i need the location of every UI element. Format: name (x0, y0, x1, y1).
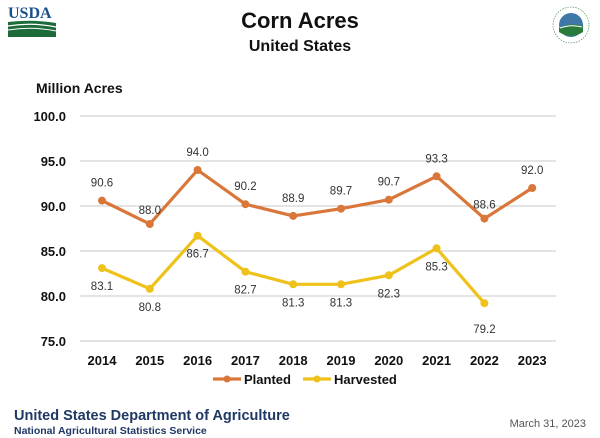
chart-title: Corn Acres (241, 8, 359, 33)
legend-swatch-marker (313, 375, 321, 383)
footer-service: National Agricultural Statistics Service (14, 425, 207, 437)
data-label: 90.2 (234, 181, 256, 193)
data-point-harvested (384, 271, 393, 280)
x-tick-label: 2019 (327, 353, 356, 368)
data-label: 80.8 (139, 302, 161, 314)
chart-subtitle: United States (248, 38, 352, 55)
data-label: 88.9 (282, 193, 304, 205)
x-tick-label: 2014 (88, 353, 118, 368)
footer-org: United States Department of Agriculture (14, 408, 290, 424)
data-point-harvested (480, 299, 489, 308)
data-point-planted (337, 204, 345, 213)
y-tick-label: 95.0 (41, 154, 66, 169)
data-label: 86.7 (186, 249, 208, 261)
data-label: 89.7 (330, 186, 352, 198)
y-tick-label: 85.0 (41, 244, 66, 259)
data-label: 81.3 (330, 297, 352, 309)
x-tick-label: 2021 (422, 353, 451, 368)
data-point-planted (241, 200, 250, 209)
data-point-harvested (337, 280, 345, 289)
x-tick-label: 2023 (518, 353, 547, 368)
data-label: 82.3 (378, 288, 400, 300)
data-point-planted (145, 220, 154, 228)
legend-swatch-marker (223, 375, 231, 383)
data-point-planted (289, 211, 298, 220)
x-tick-label: 2016 (183, 353, 212, 368)
data-point-harvested (98, 264, 106, 273)
y-tick-label: 90.0 (41, 199, 66, 214)
series-line-planted (101, 168, 534, 226)
svg-text:USDA: USDA (8, 5, 52, 22)
data-label: 83.1 (91, 281, 113, 293)
legend-label-harvested: Harvested (334, 372, 397, 387)
data-label: 93.3 (425, 153, 447, 165)
data-point-planted (98, 196, 106, 205)
x-tick-label: 2020 (374, 353, 403, 368)
data-point-harvested (289, 280, 298, 289)
x-tick-label: 2022 (470, 353, 499, 368)
data-point-planted (384, 195, 393, 204)
agriculture-counts-logo (552, 6, 590, 44)
data-point-planted (528, 184, 537, 192)
data-point-harvested (241, 267, 250, 276)
data-label: 81.3 (282, 297, 304, 309)
report-date: March 31, 2023 (509, 418, 586, 430)
data-label: 79.2 (473, 324, 495, 336)
data-point-planted (432, 172, 441, 181)
data-point-planted (480, 214, 489, 223)
usda-logo: USDA (7, 5, 57, 37)
data-point-harvested (145, 284, 154, 293)
data-point-harvested (432, 244, 441, 253)
data-label: 85.3 (425, 261, 447, 273)
y-tick-label: 80.0 (41, 289, 66, 304)
data-label: 82.7 (234, 285, 256, 297)
data-label: 94.0 (186, 147, 208, 159)
data-label: 92.0 (521, 165, 543, 177)
legend-label-planted: Planted (244, 372, 291, 387)
x-tick-label: 2017 (231, 353, 260, 368)
y-axis-label: Million Acres (36, 80, 123, 96)
data-label: 90.6 (91, 178, 113, 190)
x-tick-label: 2015 (135, 353, 164, 368)
x-tick-label: 2018 (279, 353, 308, 368)
data-point-planted (193, 166, 202, 174)
y-tick-label: 100.0 (33, 109, 66, 124)
data-label: 90.7 (378, 177, 400, 189)
data-point-harvested (193, 231, 202, 240)
data-label: 88.6 (473, 200, 495, 212)
data-label: 88.0 (139, 205, 161, 217)
y-tick-label: 75.0 (41, 334, 66, 349)
